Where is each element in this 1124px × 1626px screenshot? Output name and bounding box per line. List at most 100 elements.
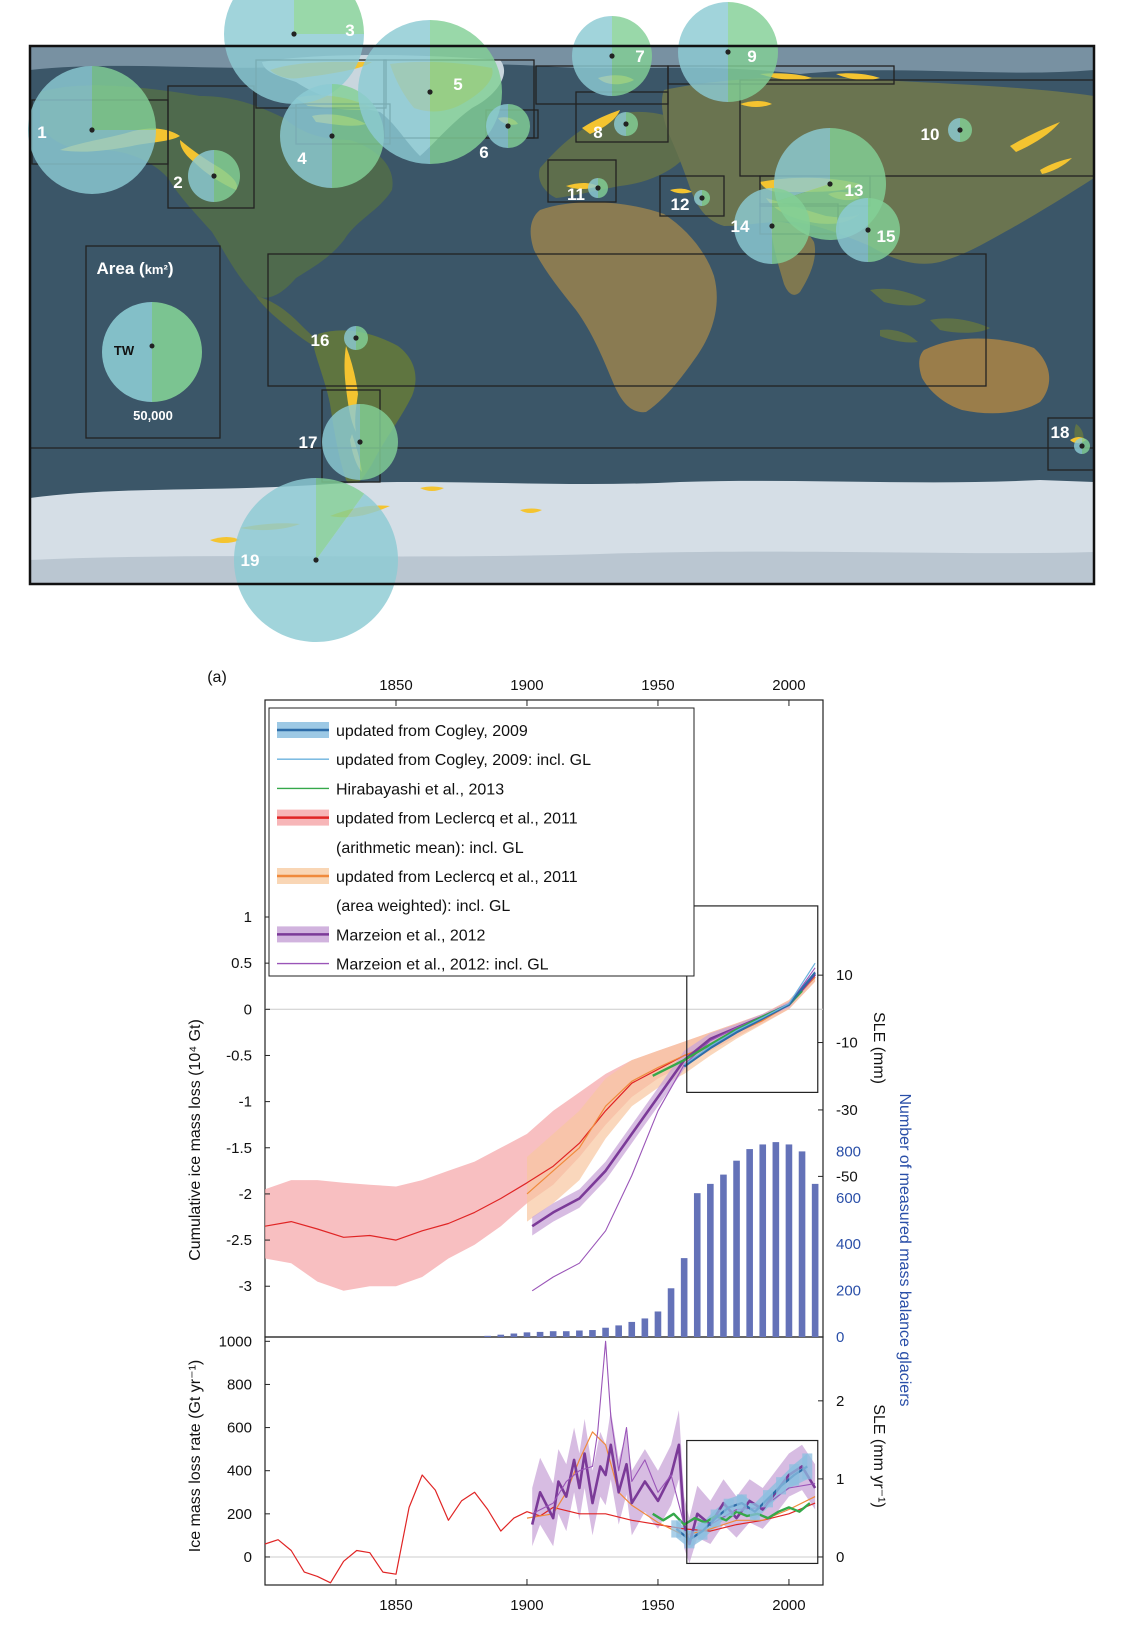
- rate-cogley-pentad-box: [710, 1509, 721, 1527]
- upper-ylabel: Cumulative ice mass loss (10⁴ Gt): [187, 1019, 204, 1261]
- upper-y2-tick-label: -50: [836, 1168, 858, 1185]
- bottom-x-tick-label: 1850: [379, 1597, 412, 1614]
- region-circle-12: 12: [671, 190, 710, 214]
- area-legend: Area (km²) TW 50,000: [85, 245, 221, 439]
- region-number-8: 8: [593, 123, 602, 142]
- upper-y2-tick-label: 10: [836, 967, 853, 984]
- legend-entry: updated from Leclercq et al., 2011: [277, 868, 578, 886]
- area-legend-unit: km²: [145, 262, 169, 277]
- cumulative-line-updated-from-leclercq-et-al-2011-area-weighted-incl-gl: [526, 976, 816, 1195]
- region-circle-2: 2: [173, 150, 240, 202]
- region-circle-19: 19: [233, 478, 398, 642]
- rate-cogley-pentad-box: [671, 1520, 682, 1538]
- region-circle-green-10: [960, 118, 972, 142]
- rate-cogley-pentad-box: [697, 1522, 708, 1540]
- region-circle-6: 6: [479, 104, 530, 162]
- upper-y-tick-label: 1: [244, 909, 252, 926]
- legend-entry: updated from Leclercq et al., 2011: [277, 809, 578, 828]
- measured-glacier-bar: [602, 1327, 609, 1337]
- region-box-10: [739, 79, 1094, 177]
- lower-plot-frame: [264, 1336, 824, 1586]
- measured-glacier-bars: [484, 1142, 819, 1337]
- rate-cogley-pentad-box: [802, 1453, 813, 1480]
- upper-y2-tick-label: -30: [836, 1102, 858, 1119]
- lower-y-tick-label: 800: [227, 1376, 252, 1393]
- region-number-13: 13: [845, 181, 864, 200]
- region-circle-15: 15: [836, 198, 900, 262]
- legend-label: updated from Cogley, 2009: incl. GL: [336, 752, 591, 769]
- region-circle-green-9: [728, 2, 778, 102]
- region-circle-green-18: [1082, 438, 1090, 454]
- region-circle-green-11: [598, 178, 608, 198]
- top-x-tick-label: 2000: [772, 677, 805, 694]
- region-number-16: 16: [311, 331, 330, 350]
- region-box-9: [667, 65, 895, 85]
- measured-glacier-bar: [576, 1330, 583, 1337]
- region-circle-9: 9: [678, 2, 778, 102]
- area-legend-circle-right: [152, 302, 202, 402]
- region-circle-center-1: [89, 127, 95, 133]
- measured-glacier-bar: [641, 1318, 649, 1337]
- legend-label: (area weighted): incl. GL: [336, 898, 510, 915]
- region-circle-blue-13: [774, 128, 830, 202]
- measured-glacier-bar: [562, 1331, 570, 1337]
- region-circle-blue-5: [358, 20, 430, 164]
- region-circle-center-17: [357, 439, 363, 445]
- region-number-19: 19: [241, 551, 260, 570]
- region-circle-center-7: [609, 53, 615, 59]
- central-america-landmass: [256, 296, 318, 346]
- region-circle-center-9: [725, 49, 731, 55]
- upper-y3-tick-label: 0: [836, 1329, 844, 1346]
- region-number-2: 2: [173, 173, 182, 192]
- legend-label: Marzeion et al., 2012: [336, 927, 486, 944]
- region-circle-green-1: [92, 66, 156, 130]
- measured-glacier-bar: [680, 1258, 688, 1337]
- region-box-12: [659, 175, 725, 217]
- region-number-3: 3: [345, 21, 354, 40]
- legend-entry: Hirabayashi et al., 2013: [277, 781, 504, 798]
- region-number-11: 11: [567, 185, 585, 204]
- area-legend-center-label: TW: [114, 343, 135, 358]
- measured-glacier-bar: [484, 1335, 491, 1337]
- region-circle-blue-17: [322, 404, 360, 480]
- upper-y-tick-label: -2.5: [226, 1232, 252, 1249]
- region-circle-green-16: [356, 326, 368, 350]
- legend-label: Hirabayashi et al., 2013: [336, 781, 504, 798]
- region-circle-blue-16: [344, 326, 356, 350]
- region-circle-blue-6: [486, 104, 508, 148]
- measured-glacier-bar: [654, 1311, 662, 1337]
- region-circle-5: 5: [358, 20, 502, 164]
- upper-y-tick-label: -0.5: [226, 1047, 252, 1064]
- lower-y-tick-label: 600: [227, 1420, 252, 1437]
- region-circle-blue-11: [588, 178, 598, 198]
- region-circle-blue-7: [572, 16, 612, 96]
- region-circle-center-18: [1079, 443, 1085, 449]
- lower-y-tick-label: 400: [227, 1463, 252, 1480]
- lower-y2-tick-label: 0: [836, 1549, 844, 1566]
- upper-y2label: SLE (mm): [870, 1012, 887, 1084]
- upper-y-tick-label: 0: [244, 1001, 252, 1018]
- region-circle-center-3: [291, 31, 297, 37]
- upper-y3-tick-label: 400: [836, 1236, 861, 1253]
- region-circle-14: 14: [731, 188, 810, 264]
- region-circle-blue-4: [280, 84, 332, 188]
- region-circle-center-13: [827, 181, 833, 187]
- region-circle-blue-14: [734, 188, 772, 264]
- measured-glacier-bar: [615, 1325, 622, 1337]
- region-circle-blue-2: [188, 150, 214, 202]
- australia-landmass: [919, 338, 1050, 414]
- region-circle-green-6: [508, 104, 530, 148]
- region-circle-1: 1: [28, 66, 156, 194]
- region-number-4: 4: [297, 149, 307, 168]
- rate-cogley-pentad-box: [762, 1490, 773, 1508]
- region-circle-center-15: [865, 227, 871, 233]
- area-legend-value: 50,000: [133, 408, 173, 423]
- world-glacier-map: Area (km²) TW 50,000 1234567891011121314…: [28, 0, 1096, 642]
- upper-y3label: Number of measured mass balance glaciers: [896, 1093, 913, 1406]
- measured-glacier-bar: [693, 1193, 701, 1337]
- measured-glacier-bar: [497, 1334, 505, 1337]
- region-circle-7: 7: [572, 16, 652, 96]
- region-box-16: [267, 253, 987, 387]
- top-x-tick-label: 1850: [379, 677, 412, 694]
